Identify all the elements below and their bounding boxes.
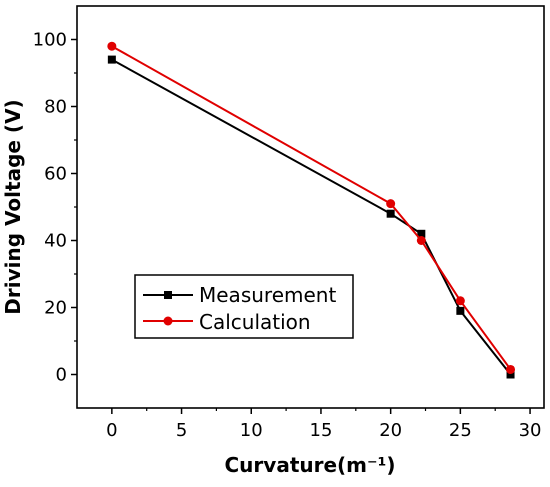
x-axis-label: Curvature(m⁻¹) xyxy=(225,453,396,477)
legend-measurement-label: Measurement xyxy=(199,283,336,307)
y-tick-label: 40 xyxy=(44,231,67,252)
plot-frame xyxy=(76,5,545,409)
x-tick-label: 0 xyxy=(106,420,117,441)
x-tick-label: 5 xyxy=(176,420,187,441)
data-point-calculation xyxy=(107,41,117,51)
data-point-calculation xyxy=(455,296,465,306)
y-axis-label: Driving Voltage (V) xyxy=(1,99,25,314)
data-point-measurement xyxy=(107,55,116,64)
x-tick-label: 20 xyxy=(379,420,402,441)
legend-calculation-marker xyxy=(163,316,173,326)
y-tick-label: 60 xyxy=(44,164,67,185)
y-tick-label: 80 xyxy=(44,97,67,118)
legend-measurement-marker xyxy=(164,291,172,299)
y-tick-label: 20 xyxy=(44,298,67,319)
legend-box xyxy=(134,274,354,339)
x-tick-label: 10 xyxy=(240,420,263,441)
data-point-calculation xyxy=(386,199,396,209)
data-point-measurement xyxy=(417,229,426,238)
data-point-calculation xyxy=(416,236,426,245)
legend-calculation-label: Calculation xyxy=(199,310,311,334)
x-tick-label: 25 xyxy=(449,420,472,441)
legend: Measurement Calculation xyxy=(134,274,354,339)
x-tick-label: 30 xyxy=(519,420,542,441)
data-point-measurement xyxy=(456,306,465,315)
axes-layer: 0 5 10 15 20 25 30 0 20 40 60 80 100 xyxy=(33,30,542,442)
series-layer xyxy=(107,41,516,379)
data-point-calculation xyxy=(506,364,516,374)
data-point-measurement xyxy=(386,209,395,218)
x-tick-label: 15 xyxy=(310,420,333,441)
data-point-measurement xyxy=(506,370,515,379)
y-tick-label: 100 xyxy=(33,30,67,51)
y-tick-label: 0 xyxy=(56,365,67,386)
